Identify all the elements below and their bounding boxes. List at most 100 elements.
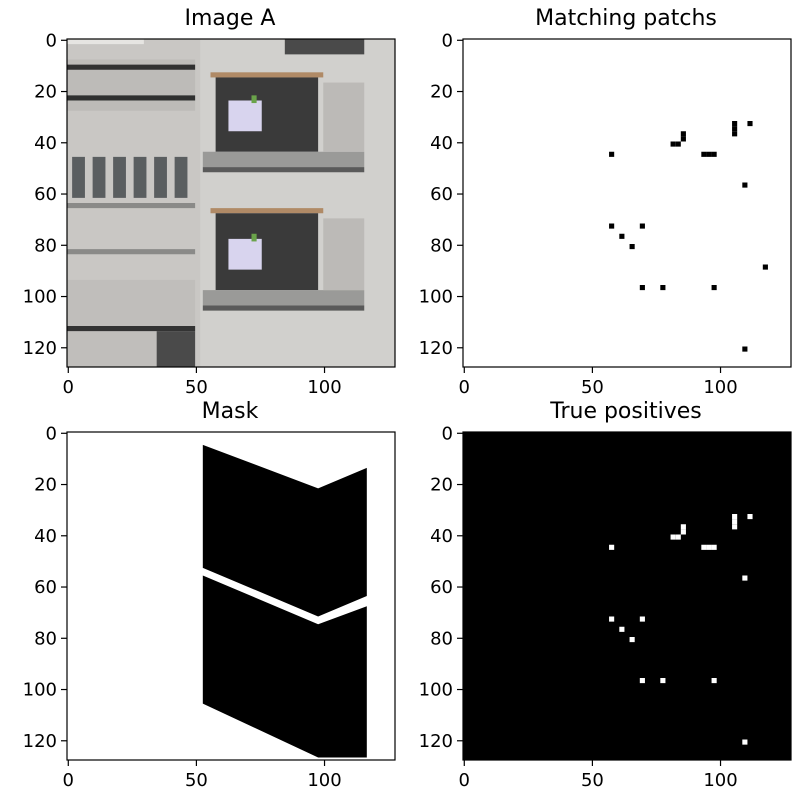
y-tick-label: 40 xyxy=(430,133,453,154)
y-tick-label: 0 xyxy=(46,423,57,444)
patch-pixel xyxy=(609,151,615,157)
awning xyxy=(210,208,324,214)
side-wall xyxy=(323,218,365,291)
y-tick-label: 60 xyxy=(34,184,57,205)
patch-pixel xyxy=(711,151,717,157)
patch-pixel xyxy=(762,264,768,270)
patch-pixel xyxy=(639,616,645,622)
flowers xyxy=(228,100,262,132)
axes: 0 50 100 0 20 40 60 80 100 120 xyxy=(23,30,396,398)
patch-pixel xyxy=(701,151,707,157)
binary-image xyxy=(463,432,791,760)
patch-pixel xyxy=(660,285,666,291)
panel-image-a: Image A 0 50 100 0 20 40 60 80 100 120 xyxy=(23,6,396,398)
x-tick-label: 0 xyxy=(63,377,74,398)
patch-pixel xyxy=(675,534,681,540)
patch-pixel xyxy=(680,524,686,530)
patch-pixel xyxy=(660,678,666,684)
x-tick-label: 100 xyxy=(703,770,737,791)
patch-pixel xyxy=(711,544,717,550)
y-tick-label: 40 xyxy=(430,526,453,547)
balcony-edge xyxy=(202,167,365,173)
patch-pixel xyxy=(639,285,645,291)
y-tick-label: 120 xyxy=(419,731,453,752)
top-window xyxy=(284,39,365,55)
panel-true-positives: True positives 0 50 100 0 20 40 60 80 100 120 xyxy=(419,399,792,791)
panel-title: True positives xyxy=(549,399,701,424)
shutter-line xyxy=(67,95,196,101)
left-window xyxy=(72,156,85,198)
ledge xyxy=(67,249,196,255)
sky-strip xyxy=(67,39,144,45)
x-tick-label: 0 xyxy=(459,377,470,398)
y-tick-label: 40 xyxy=(34,526,57,547)
x-tick-label: 0 xyxy=(459,770,470,791)
left-window xyxy=(92,156,106,198)
flowers xyxy=(228,238,262,270)
y-tick-label: 120 xyxy=(419,338,453,359)
panel-title: Mask xyxy=(202,399,259,424)
patch-pixel xyxy=(742,739,748,745)
panel-mask: Mask 0 50 100 0 20 40 60 80 100 120 xyxy=(23,399,396,791)
patch-pixel xyxy=(732,121,738,127)
y-tick-label: 20 xyxy=(34,475,57,496)
x-tick-label: 50 xyxy=(581,770,604,791)
patch-pixel xyxy=(609,616,615,622)
y-tick-label: 40 xyxy=(34,133,57,154)
x-tick-label: 100 xyxy=(307,770,341,791)
binary-image xyxy=(463,39,791,367)
patch-pixel xyxy=(711,678,717,684)
patch-pixel xyxy=(747,514,753,520)
axes-frame xyxy=(462,38,792,368)
shutter-line xyxy=(67,326,196,332)
y-tick-label: 120 xyxy=(23,338,57,359)
y-tick-label: 100 xyxy=(23,680,57,701)
patch-pixel xyxy=(706,544,712,550)
x-tick-label: 100 xyxy=(307,377,341,398)
balcony-slab xyxy=(202,151,365,168)
y-tick-label: 60 xyxy=(430,577,453,598)
left-window xyxy=(113,156,126,198)
balcony-edge xyxy=(202,305,365,311)
axes-frame xyxy=(66,38,396,368)
y-tick-label: 0 xyxy=(442,423,453,444)
patch-pixel xyxy=(609,544,615,550)
patch-pixel xyxy=(639,678,645,684)
patch-pixel xyxy=(701,544,707,550)
y-tick-label: 60 xyxy=(430,184,453,205)
lower-window xyxy=(156,331,196,367)
mask-region xyxy=(202,575,367,758)
y-tick-label: 80 xyxy=(34,235,57,256)
patch-pixel xyxy=(732,524,738,530)
panel-matching-patches: Matching patchs 0 50 100 0 20 40 60 80 100 120 xyxy=(419,6,792,398)
mask-region xyxy=(202,444,367,617)
left-window xyxy=(174,156,188,198)
patch-pixel xyxy=(680,136,686,142)
left-window xyxy=(154,156,167,198)
y-tick-label: 100 xyxy=(23,287,57,308)
y-tick-label: 80 xyxy=(430,235,453,256)
x-tick-label: 100 xyxy=(703,377,737,398)
patch-pixel xyxy=(609,223,615,229)
binary-image xyxy=(67,432,395,760)
y-tick-label: 20 xyxy=(430,475,453,496)
y-tick-label: 80 xyxy=(430,628,453,649)
patch-pixel xyxy=(629,244,635,250)
awning xyxy=(210,72,324,78)
y-tick-label: 120 xyxy=(23,731,57,752)
x-tick-label: 0 xyxy=(63,770,74,791)
y-tick-label: 100 xyxy=(419,287,453,308)
patch-pixel xyxy=(670,141,676,147)
x-tick-label: 50 xyxy=(185,770,208,791)
side-wall xyxy=(323,82,365,152)
plant xyxy=(251,95,257,104)
y-tick-label: 100 xyxy=(419,680,453,701)
axes-frame xyxy=(66,431,396,761)
image-background xyxy=(463,432,791,760)
patch-pixel xyxy=(742,182,748,188)
image-background xyxy=(463,39,791,367)
building-image xyxy=(67,39,395,367)
patch-pixel xyxy=(619,233,625,239)
x-tick-label: 50 xyxy=(581,377,604,398)
